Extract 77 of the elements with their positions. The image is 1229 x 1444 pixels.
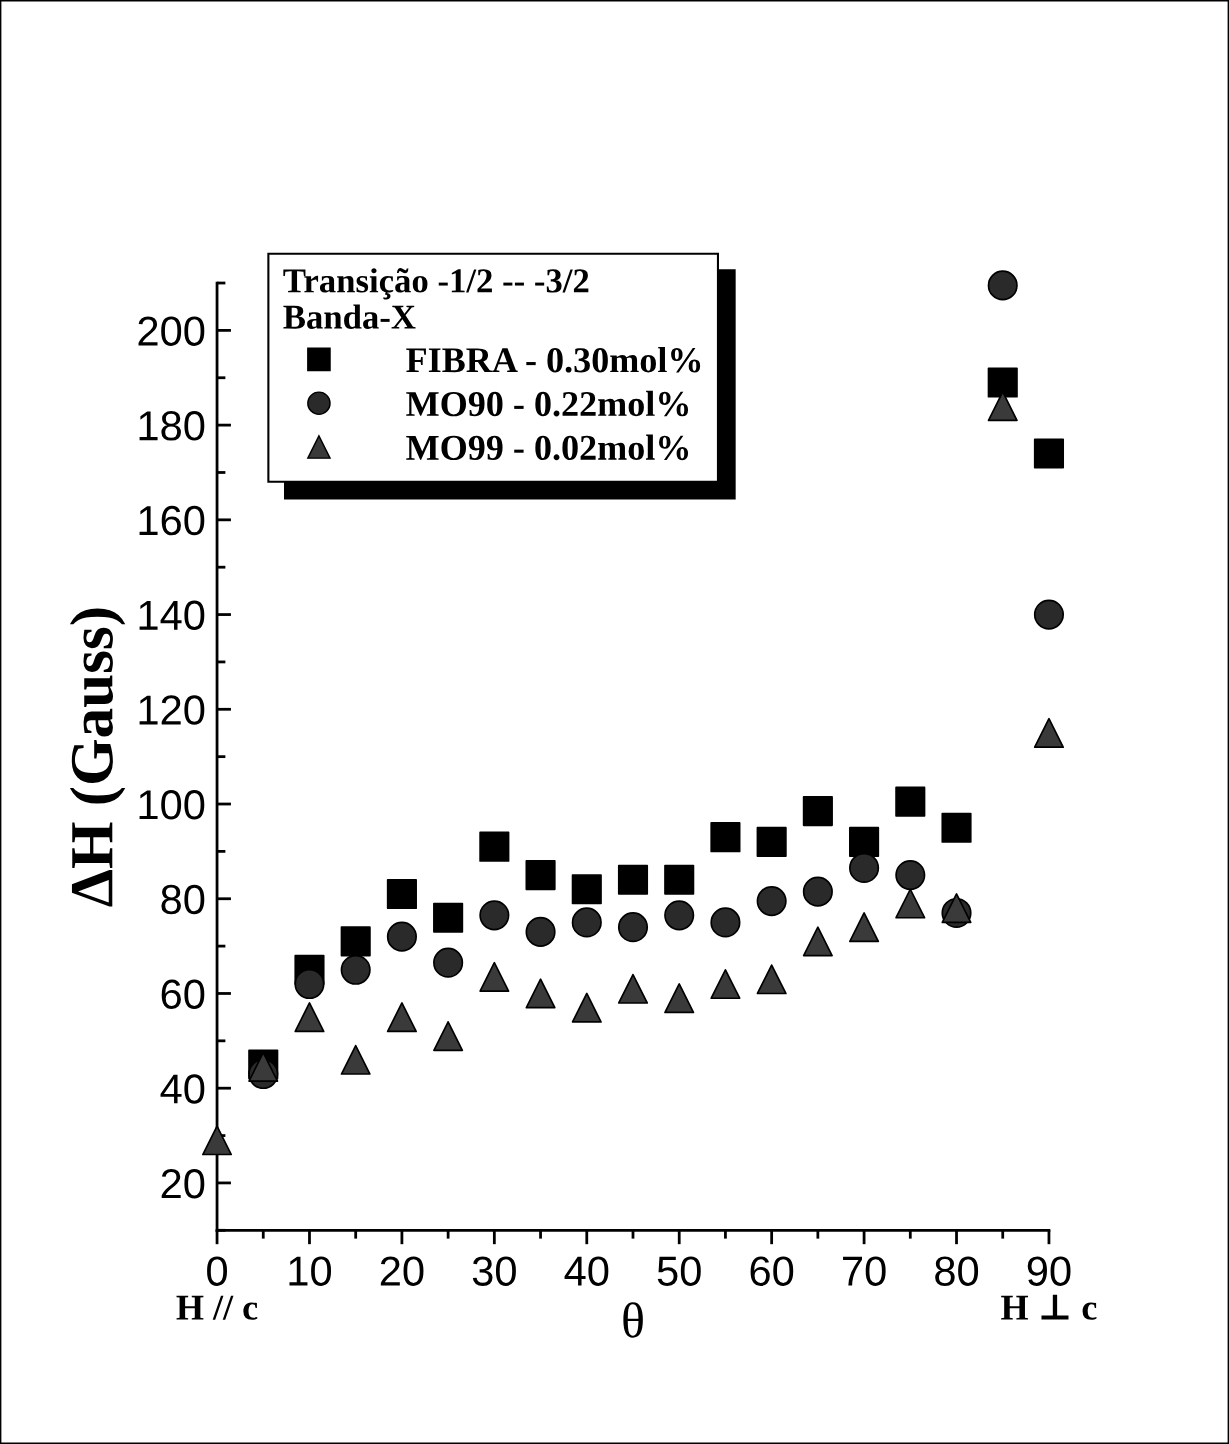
point (664, 983, 695, 1014)
point (802, 796, 833, 827)
point (987, 270, 1018, 301)
text: H // c (176, 1295, 258, 1320)
y-tick-label: 180 (139, 411, 205, 441)
y-tick-label: 200 (138, 316, 205, 346)
legend-title: Transição -1/2 -- -3/2 Banda-X (283, 268, 589, 329)
point (340, 926, 371, 957)
point (294, 1002, 325, 1033)
point (802, 926, 833, 957)
point (479, 961, 510, 992)
point (987, 367, 1018, 398)
point (849, 826, 880, 857)
point (1033, 599, 1065, 630)
point (386, 921, 417, 952)
point (617, 864, 649, 895)
x-tick-label: 40 (564, 1256, 609, 1286)
x-tick-label: 60 (750, 1256, 794, 1286)
y-tick-label: 140 (139, 600, 205, 631)
point (756, 826, 787, 857)
text: H ⊥ c (1001, 1294, 1097, 1320)
point (756, 964, 787, 995)
point (525, 978, 556, 1009)
point (294, 968, 325, 1000)
legend-label: FIBRA - 0.30mol% (406, 347, 701, 373)
point (433, 1021, 464, 1052)
y-tick-label: 120 (139, 695, 205, 725)
point (1033, 717, 1065, 749)
point (941, 812, 972, 843)
y-tick-label: 20 (161, 1168, 205, 1199)
point (710, 968, 741, 1000)
y-tick-label: 160 (139, 505, 205, 536)
x-tick-label: 90 (1027, 1256, 1071, 1286)
x-tick-label: 50 (657, 1256, 701, 1286)
point (1033, 438, 1065, 469)
x-tick-label: 10 (289, 1256, 332, 1286)
legend-label: MO90 - 0.22mol% (406, 390, 689, 417)
x-tick-label: 30 (472, 1256, 516, 1286)
point (664, 900, 695, 931)
point (617, 973, 649, 1004)
point (433, 902, 464, 933)
x-tick-label: 70 (843, 1256, 886, 1286)
point (756, 886, 787, 917)
x-tick-label: 0 (207, 1256, 227, 1286)
point (571, 874, 602, 905)
point (571, 992, 602, 1023)
point (987, 391, 1018, 422)
y-tick-label: 40 (160, 1074, 205, 1104)
y-tick-label: 100 (139, 790, 205, 820)
point (617, 912, 649, 943)
legend-label: MO99 - 0.02mol% (406, 434, 689, 461)
point (664, 864, 695, 895)
point (479, 900, 510, 931)
x-tick-label: 80 (935, 1256, 979, 1286)
point (895, 786, 926, 817)
y-tick-label: 60 (161, 979, 205, 1009)
point (386, 1002, 417, 1033)
point (849, 912, 880, 943)
point (571, 907, 602, 938)
y-axis-title: ΔH (Gauss) (69, 608, 126, 907)
point (895, 859, 926, 891)
point (340, 954, 371, 985)
point (386, 878, 417, 910)
point (710, 822, 741, 853)
point (525, 916, 556, 947)
point (525, 859, 556, 891)
point (849, 852, 880, 884)
point (340, 1044, 371, 1075)
point (895, 888, 926, 919)
x-tick-label: 20 (380, 1256, 424, 1286)
point (479, 831, 510, 862)
point (201, 1125, 233, 1156)
point (802, 876, 833, 907)
point (710, 907, 741, 938)
y-tick-label: 80 (161, 884, 205, 915)
point (433, 947, 464, 978)
x-axis-title: θ (623, 1302, 643, 1338)
